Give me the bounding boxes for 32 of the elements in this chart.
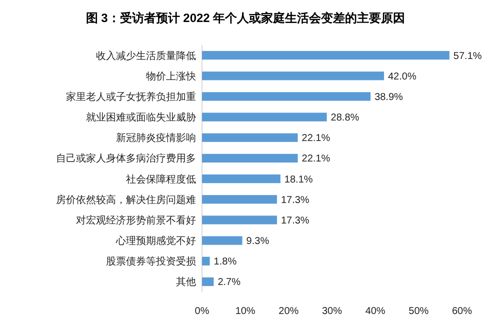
x-tick-label: 30% xyxy=(322,306,342,317)
data-label: 18.1% xyxy=(284,174,313,186)
x-tick-label: 40% xyxy=(365,306,386,317)
y-tick-label: 就业困难或面临失业威胁 xyxy=(86,112,196,124)
data-label: 17.3% xyxy=(280,194,310,206)
data-label: 22.1% xyxy=(302,154,330,165)
x-tick-label: 60% xyxy=(452,306,472,317)
y-tick-label: 家里老人或子女抚养负担加重 xyxy=(66,90,196,103)
data-label: 17.3% xyxy=(280,215,310,226)
data-label: 38.9% xyxy=(374,92,404,103)
data-label: 2.7% xyxy=(218,277,241,288)
y-tick-label: 新冠肺炎疫情影响 xyxy=(116,132,196,144)
data-label: 57.1% xyxy=(453,50,482,62)
data-label: 28.8% xyxy=(330,112,360,124)
y-tick-label: 其他 xyxy=(176,276,196,288)
y-tick-label: 股票债券等投资受损 xyxy=(106,256,196,268)
x-tick-label: 10% xyxy=(235,306,256,317)
y-tick-label: 房价依然较高，解决住房问题难 xyxy=(56,194,196,206)
y-tick-label: 物价上涨快 xyxy=(146,70,196,82)
x-tick-label: 50% xyxy=(408,306,429,317)
y-tick-label: 自己或家人身体多病治疗费用多 xyxy=(56,152,196,165)
data-label: 9.3% xyxy=(246,236,270,248)
title: 图 3：受访者预计 2022 年个人或家庭生活会变差的主要原因 xyxy=(86,11,406,25)
data-label: 22.1% xyxy=(302,133,330,144)
x-tick-label: 0% xyxy=(194,306,210,317)
y-tick-label: 社会保障程度低 xyxy=(126,173,196,186)
data-label: 1.8% xyxy=(214,256,237,268)
data-label: 42.0% xyxy=(388,71,416,82)
x-tick-label: 20% xyxy=(278,306,299,317)
y-tick-label: 收入减少生活质量降低 xyxy=(96,50,196,62)
y-tick-label: 心理预期感觉不好 xyxy=(115,235,196,248)
y-tick-label: 对宏观经济形势前景不看好 xyxy=(76,214,196,226)
